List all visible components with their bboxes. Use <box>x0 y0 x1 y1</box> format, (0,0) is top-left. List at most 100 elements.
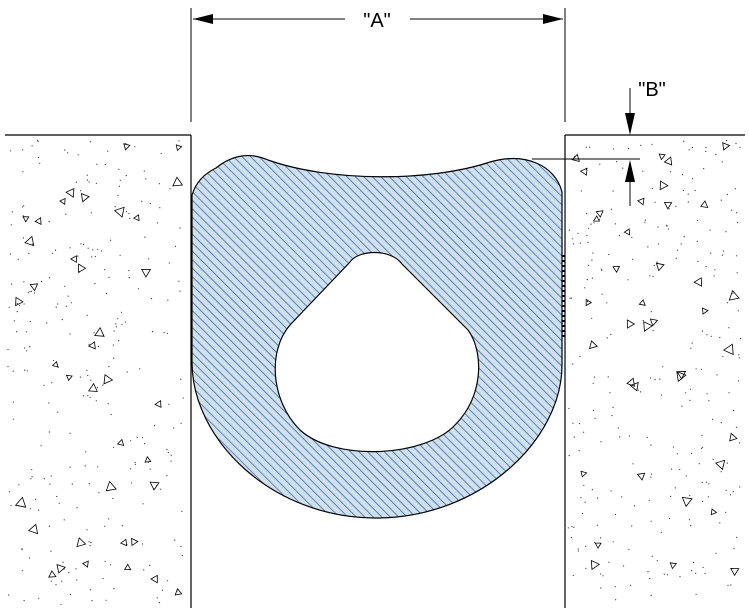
aggregate-dot <box>70 302 72 304</box>
aggregate-dot <box>10 283 13 285</box>
aggregate-dot <box>26 350 28 352</box>
aggregate-dot <box>35 498 37 500</box>
aggregate-dot <box>656 261 658 263</box>
aggregate-dot <box>599 163 601 165</box>
aggregate-dot <box>577 548 579 550</box>
aggregate-dot <box>52 252 54 254</box>
aggregate-dot <box>26 370 28 372</box>
aggregate-dot <box>97 345 99 348</box>
aggregate-dot <box>134 461 136 464</box>
aggregate-dot <box>669 171 672 173</box>
aggregate-dot <box>670 495 672 497</box>
aggregate-dot <box>705 150 707 152</box>
aggregate-dot <box>76 579 78 581</box>
aggregate-dot <box>159 207 161 209</box>
aggregate-dot <box>104 560 106 562</box>
aggregate-dot <box>60 603 62 605</box>
aggregate-dot <box>727 584 729 586</box>
aggregate-dot <box>92 249 94 251</box>
aggregate-dot <box>599 537 602 539</box>
aggregate-dot <box>725 231 727 233</box>
aggregate-dot <box>151 331 154 333</box>
aggregate-dot <box>591 259 593 261</box>
aggregate-dot <box>90 542 92 544</box>
aggregate-dot <box>61 319 63 321</box>
aggregate-dot <box>86 369 88 372</box>
aggregate-dot <box>726 193 728 196</box>
aggregate-dot <box>701 330 704 332</box>
aggregate-dot <box>590 223 592 225</box>
aggregate-dot <box>728 392 730 394</box>
aggregate-dot <box>114 206 116 208</box>
aggregate-dot <box>666 574 669 576</box>
dimension-b: "B" <box>532 79 666 206</box>
aggregate-dot <box>577 550 580 552</box>
aggregate-dot <box>48 221 50 223</box>
aggregate-dot <box>691 178 694 180</box>
aggregate-dot <box>69 247 71 249</box>
aggregate-dot <box>95 400 97 402</box>
aggregate-dot <box>24 369 26 371</box>
aggregate-dot <box>168 403 170 405</box>
aggregate-dot <box>621 496 623 498</box>
aggregate-dot <box>88 541 90 543</box>
aggregate-dot <box>120 311 123 313</box>
aggregate-dot <box>599 218 601 220</box>
aggregate-dot <box>716 374 718 376</box>
aggregate-dot <box>617 427 620 429</box>
aggregate-dot <box>50 580 52 582</box>
aggregate-stone <box>70 255 77 263</box>
aggregate-dot <box>94 283 96 285</box>
aggregate-dot <box>708 483 710 485</box>
aggregate-dot <box>631 236 633 238</box>
aggregate-dot <box>10 224 12 226</box>
aggregate-dot <box>125 175 127 177</box>
aggregate-dot <box>156 597 158 599</box>
aggregate-dot <box>657 226 659 228</box>
aggregate-dot <box>29 346 31 348</box>
aggregate-dot <box>609 392 611 394</box>
aggregate-dot <box>585 567 587 569</box>
aggregate-dot <box>612 541 614 543</box>
aggregate-dot <box>720 422 722 424</box>
aggregate-dot <box>113 588 115 590</box>
aggregate-dot <box>735 143 737 145</box>
aggregate-dot <box>112 497 114 500</box>
aggregate-dot <box>691 452 693 454</box>
aggregate-dot <box>611 415 613 417</box>
aggregate-stone <box>723 343 734 356</box>
aggregate-dot <box>134 146 136 148</box>
aggregate-stone <box>579 167 588 176</box>
aggregate-stone <box>659 180 669 191</box>
aggregate-dot <box>145 178 147 180</box>
aggregate-stone <box>15 296 24 307</box>
aggregate-dot <box>602 575 604 577</box>
aggregate-dot <box>113 357 115 359</box>
aggregate-dot <box>675 205 677 207</box>
aggregate-dot <box>704 572 706 575</box>
aggregate-dot <box>10 505 12 507</box>
aggregate-dot <box>697 260 699 262</box>
aggregate-stone <box>65 187 75 198</box>
aggregate-dot <box>62 561 64 563</box>
aggregate-dot <box>608 253 610 256</box>
aggregate-dot <box>22 237 25 239</box>
aggregate-stone <box>594 542 602 549</box>
aggregate-dot <box>89 141 92 143</box>
aggregate-dot <box>105 599 107 601</box>
aggregate-dot <box>580 190 582 192</box>
aggregate-dot <box>679 576 681 578</box>
aggregate-dot <box>619 436 621 438</box>
aggregate-dot <box>137 288 140 290</box>
aggregate-dot <box>663 573 665 575</box>
aggregate-dot <box>722 355 724 357</box>
aggregate-stone <box>56 563 66 574</box>
aggregate-dot <box>181 510 183 512</box>
aggregate-stone <box>585 298 593 307</box>
aggregate-stone <box>120 538 128 547</box>
aggregate-dot <box>732 292 734 294</box>
aggregate-dot <box>591 489 593 491</box>
aggregate-dot <box>660 531 663 533</box>
aggregate-dot <box>659 378 661 380</box>
aggregate-dot <box>149 564 151 567</box>
